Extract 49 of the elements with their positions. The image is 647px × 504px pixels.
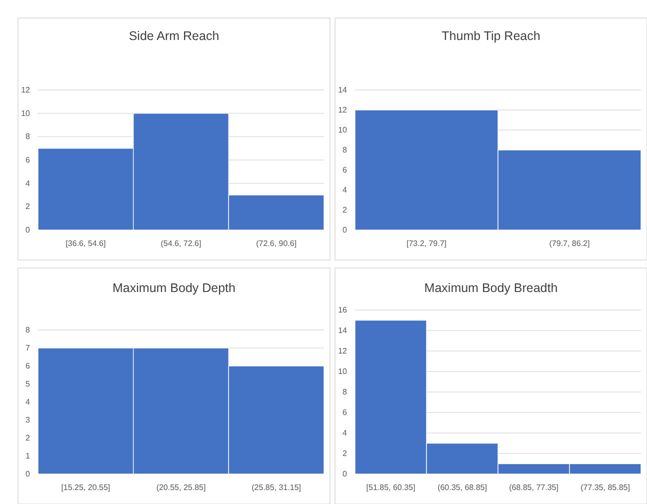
y-tick-label: 8 <box>342 388 348 397</box>
y-tick-label: 6 <box>26 156 31 165</box>
x-tick-label: (68.85, 77.35] <box>509 483 558 492</box>
x-tick-label: [15.25, 20.55] <box>61 483 110 492</box>
x-tick-label: (79.7, 86.2] <box>549 239 590 248</box>
y-tick-label: 12 <box>338 346 348 356</box>
x-tick-label: [36.6, 54.6] <box>66 239 106 248</box>
y-tick-label: 8 <box>26 132 31 142</box>
chart-title: Maximum Body Depth <box>112 281 236 295</box>
y-tick-label: 10 <box>21 108 31 118</box>
y-tick-label: 0 <box>26 470 31 479</box>
x-tick-label: (25.85, 31.15] <box>252 483 302 492</box>
y-tick-label: 4 <box>26 178 31 188</box>
y-tick-label: 14 <box>338 326 348 336</box>
y-tick-label: 8 <box>342 146 348 155</box>
y-tick-label: 0 <box>26 226 31 235</box>
x-tick-label: (72.6, 90.6] <box>256 239 297 248</box>
y-tick-label: 1 <box>26 452 31 461</box>
x-tick-label: (77.35, 85.85] <box>580 483 630 492</box>
x-tick-label: [51.85, 60.35] <box>366 483 416 492</box>
x-tick-label: [73.2, 79.7] <box>406 239 447 248</box>
y-tick-label: 7 <box>26 344 31 353</box>
y-tick-label: 8 <box>26 326 31 335</box>
y-tick-label: 0 <box>342 226 348 235</box>
y-tick-label: 2 <box>342 206 348 215</box>
y-tick-label: 0 <box>342 470 348 479</box>
y-tick-label: 4 <box>26 398 31 407</box>
x-tick-label: (60.35, 68.85] <box>438 483 487 492</box>
y-tick-label: 6 <box>342 166 348 175</box>
y-tick-label: 2 <box>342 449 348 458</box>
x-tick-label: (54.6, 72.6] <box>160 239 202 248</box>
x-tick-label: (20.55, 25.85] <box>156 483 206 492</box>
y-tick-label: 6 <box>342 408 348 418</box>
y-tick-label: 5 <box>26 380 31 389</box>
y-tick-label: 10 <box>338 367 348 376</box>
y-tick-label: 10 <box>338 126 348 135</box>
y-tick-label: 4 <box>342 428 348 438</box>
y-tick-label: 12 <box>338 106 348 115</box>
y-tick-label: 3 <box>26 416 31 425</box>
y-tick-label: 16 <box>338 306 348 315</box>
y-tick-label: 4 <box>342 186 348 195</box>
y-tick-label: 14 <box>338 86 348 95</box>
chart-title: Maximum Body Breadth <box>424 281 558 295</box>
y-tick-label: 2 <box>26 434 31 443</box>
chart-title: Side Arm Reach <box>128 29 220 43</box>
y-tick-label: 2 <box>26 202 31 212</box>
y-tick-label: 12 <box>21 86 31 95</box>
chart-title: Thumb Tip Reach <box>442 29 540 43</box>
y-tick-label: 6 <box>26 362 31 371</box>
